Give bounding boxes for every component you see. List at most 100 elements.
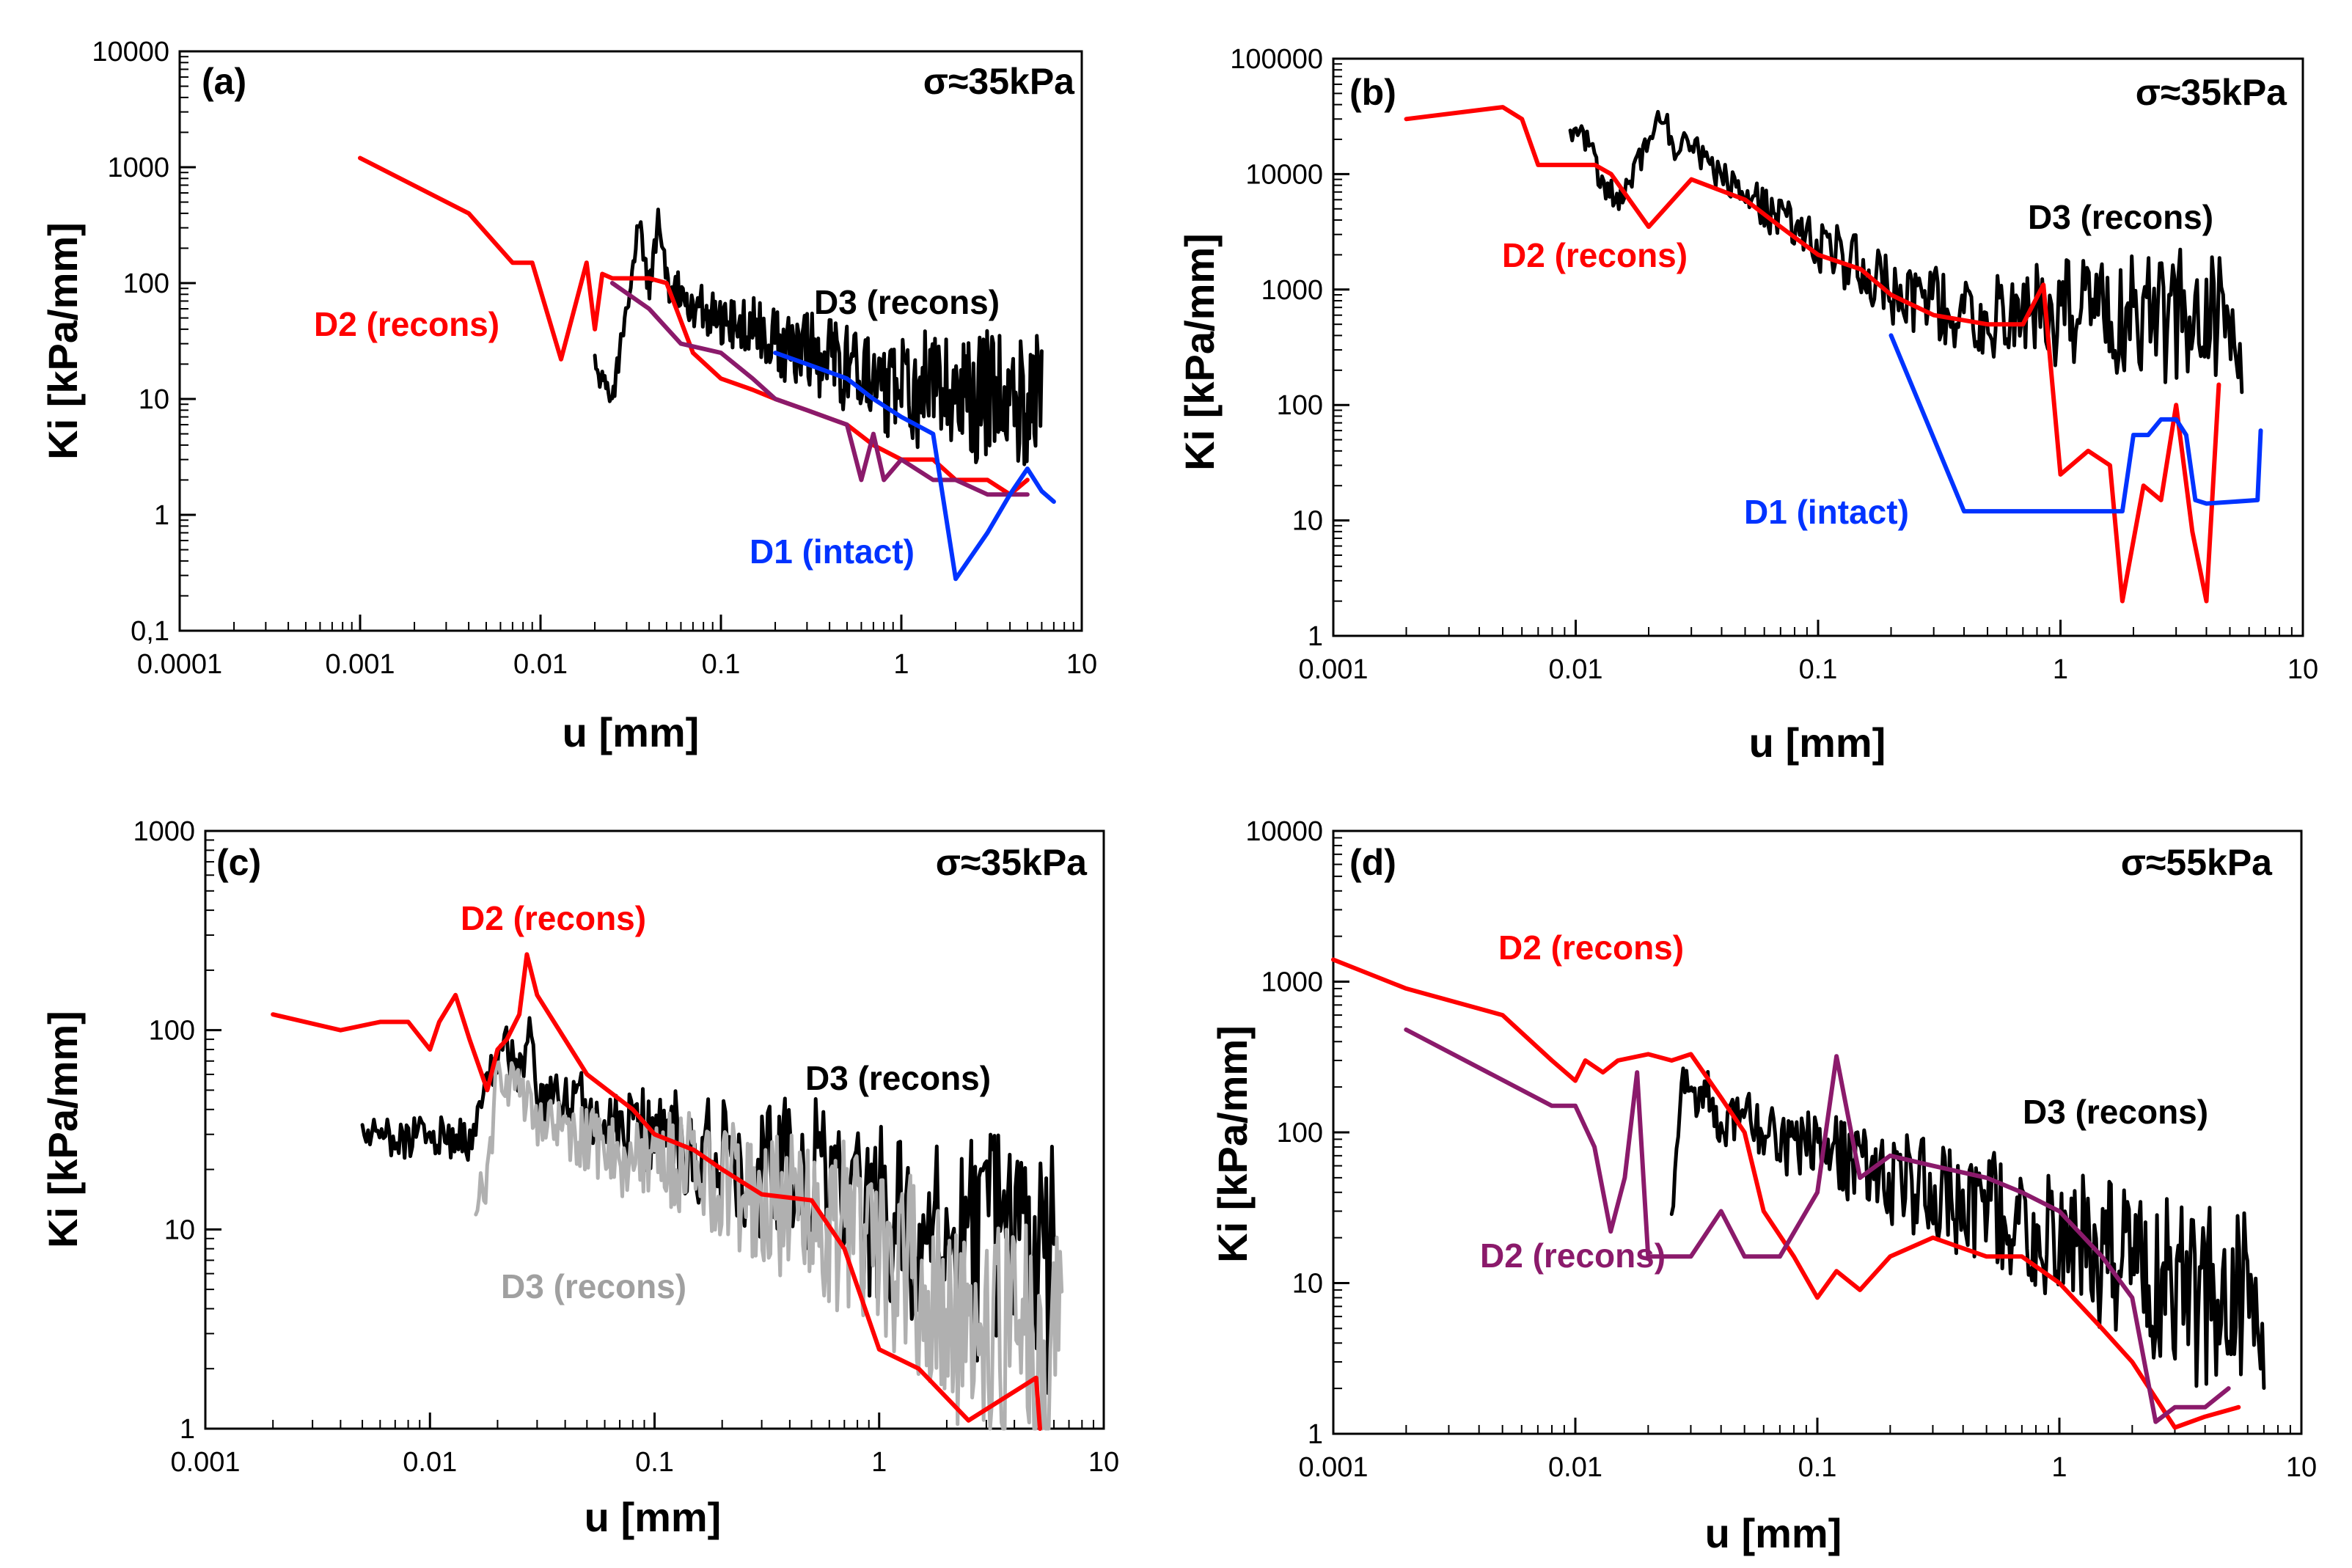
series-line-d2-recons-8b1a6b bbox=[1404, 1027, 2231, 1424]
x-tick-labels: 0.0001 0.001 0.01 0.1 1 10 bbox=[137, 649, 1097, 680]
series-line-d1-intact-0033ff bbox=[1888, 333, 2263, 514]
label-d1-intact: D1 (intact) bbox=[750, 532, 915, 571]
sigma-annotation: σ≈35kPa bbox=[936, 842, 1088, 883]
x-tick-label: 1 bbox=[893, 649, 909, 680]
y-axis-title: Ki [kPa/mm] bbox=[40, 222, 86, 460]
series-line-d2-recons-ff0000 bbox=[1404, 105, 2221, 604]
x-tick-label: 0.01 bbox=[513, 649, 568, 680]
series-line-d2-recons-ff0000 bbox=[1331, 957, 2241, 1430]
label-d2-recons: D2 (recons) bbox=[461, 899, 646, 937]
y-tick-label: 1 bbox=[1308, 621, 1323, 652]
label-d3-recons: D3 (recons) bbox=[2028, 198, 2213, 236]
y-tick-labels: 1 10 100 1000 10000 100000 bbox=[1230, 44, 1323, 652]
y-tick-label: 10000 bbox=[1245, 159, 1323, 190]
x-tick-labels: 0.001 0.01 0.1 1 10 bbox=[170, 1447, 1119, 1478]
y-axis-title: Ki [kPa/mm] bbox=[1176, 233, 1223, 471]
panel-letter: (c) bbox=[216, 842, 261, 883]
x-tick-label: 10 bbox=[1088, 1447, 1119, 1478]
x-axis-title: u [mm] bbox=[1749, 719, 1886, 766]
x-tick-label: 1 bbox=[871, 1447, 887, 1478]
y-tick-label: 1000 bbox=[133, 816, 195, 847]
panel-b: 0.001 0.01 0.1 1 10 1 10 100 1000 10000 100000 (b… bbox=[1176, 44, 2318, 766]
y-tick-label: 10 bbox=[139, 384, 169, 415]
panel-letter: (b) bbox=[1349, 72, 1396, 113]
sigma-annotation: σ≈55kPa bbox=[2121, 842, 2273, 883]
y-tick-label: 10 bbox=[1292, 506, 1323, 537]
label-d3-recons-black: D3 (recons) bbox=[805, 1059, 991, 1097]
series-line-d3-recons-000000 bbox=[593, 208, 1044, 466]
panel-d: 0.001 0.01 0.1 1 10 1 10 100 1000 10000 (d) σ≈55… bbox=[1209, 816, 2317, 1556]
y-tick-labels: 1 10 100 1000 10000 bbox=[1245, 816, 1323, 1450]
panel-c: 0.001 0.01 0.1 1 10 1 10 100 1000 (c) σ≈35kPa u… bbox=[40, 816, 1119, 1540]
label-d2-recons-purple: D2 (recons) bbox=[1480, 1237, 1666, 1275]
x-tick-label: 0.1 bbox=[702, 649, 741, 680]
x-tick-label: 0.1 bbox=[1799, 654, 1838, 685]
y-tick-label: 1 bbox=[154, 500, 169, 531]
series-line-d2-recons-8b1a6b bbox=[609, 281, 1030, 497]
y-tick-label: 10000 bbox=[1245, 816, 1323, 847]
y-tick-label: 0,1 bbox=[131, 616, 169, 647]
series-line-d3-recons-000000 bbox=[1669, 1066, 2266, 1391]
axis-ticks bbox=[1332, 57, 2304, 637]
series-line-d3-recons-b0b0b0 bbox=[474, 1060, 1064, 1431]
label-d2-recons: D2 (recons) bbox=[1502, 236, 1688, 274]
series-group bbox=[1331, 957, 2266, 1430]
x-axis-title: u [mm] bbox=[1705, 1510, 1842, 1556]
x-tick-label: 1 bbox=[2053, 654, 2068, 685]
axis-ticks bbox=[178, 50, 1083, 632]
y-tick-label: 1000 bbox=[1261, 967, 1323, 998]
x-tick-labels: 0.001 0.01 0.1 1 10 bbox=[1298, 1452, 2317, 1483]
sigma-annotation: σ≈35kPa bbox=[923, 61, 1075, 102]
x-axis-title: u [mm] bbox=[563, 709, 700, 755]
y-tick-label: 100 bbox=[1277, 1118, 1323, 1148]
y-tick-label: 100 bbox=[123, 268, 169, 299]
panel-a: 0.0001 0.001 0.01 0.1 1 10 0,1 1 10 100 1000 10000… bbox=[40, 37, 1097, 755]
panel-letter: (d) bbox=[1349, 842, 1396, 883]
x-tick-label: 10 bbox=[1066, 649, 1097, 680]
axis-ticks bbox=[204, 829, 1105, 1430]
x-tick-label: 0.001 bbox=[1298, 1452, 1368, 1483]
y-tick-label: 100 bbox=[149, 1016, 195, 1047]
label-d3-recons: D3 (recons) bbox=[814, 283, 1000, 321]
x-axis-title: u [mm] bbox=[585, 1494, 722, 1540]
sigma-annotation: σ≈35kPa bbox=[2136, 72, 2287, 113]
y-tick-label: 1 bbox=[180, 1414, 195, 1445]
y-tick-labels: 0,1 1 10 100 1000 10000 bbox=[92, 37, 169, 647]
panel-letter: (a) bbox=[202, 61, 246, 102]
axis-ticks bbox=[1332, 829, 2303, 1435]
y-tick-label: 100000 bbox=[1230, 44, 1323, 75]
label-d1-intact: D1 (intact) bbox=[1744, 493, 1909, 531]
y-tick-label: 10 bbox=[1292, 1269, 1323, 1300]
series-line-d2-recons-ff0000 bbox=[271, 952, 1042, 1431]
series-group bbox=[358, 155, 1056, 582]
x-tick-labels: 0.001 0.01 0.1 1 10 bbox=[1298, 654, 2318, 685]
x-tick-label: 10 bbox=[2287, 654, 2318, 685]
x-tick-label: 0.0001 bbox=[137, 649, 222, 680]
y-tick-label: 10 bbox=[164, 1215, 195, 1245]
label-d3-recons-gray: D3 (recons) bbox=[501, 1267, 686, 1305]
label-d2-recons: D2 (recons) bbox=[314, 305, 499, 343]
series-group bbox=[271, 952, 1064, 1431]
y-tick-label: 10000 bbox=[92, 37, 169, 67]
label-d3-recons: D3 (recons) bbox=[2023, 1093, 2208, 1131]
series-line-d2-recons-ff0000 bbox=[358, 155, 1030, 497]
x-tick-label: 10 bbox=[2286, 1452, 2317, 1483]
y-tick-label: 100 bbox=[1277, 390, 1323, 421]
y-tick-label: 1 bbox=[1308, 1419, 1323, 1450]
y-tick-label: 1000 bbox=[1261, 275, 1323, 306]
label-d2-recons-red: D2 (recons) bbox=[1498, 928, 1684, 967]
y-axis-title: Ki [kPa/mm] bbox=[40, 1011, 86, 1248]
x-tick-label: 0.001 bbox=[170, 1447, 240, 1478]
y-tick-labels: 1 10 100 1000 bbox=[133, 816, 195, 1445]
x-tick-label: 0.001 bbox=[325, 649, 395, 680]
x-tick-label: 1 bbox=[2051, 1452, 2067, 1483]
x-tick-label: 0.1 bbox=[635, 1447, 674, 1478]
y-axis-title: Ki [kPa/mm] bbox=[1209, 1025, 1256, 1263]
series-line-d1-intact-0033ff bbox=[773, 351, 1056, 582]
x-tick-label: 0.01 bbox=[1548, 1452, 1602, 1483]
series-line-d3-recons-000000 bbox=[1568, 109, 2244, 395]
x-tick-label: 0.1 bbox=[1798, 1452, 1837, 1483]
x-tick-label: 0.001 bbox=[1298, 654, 1368, 685]
y-tick-label: 1000 bbox=[107, 153, 169, 183]
